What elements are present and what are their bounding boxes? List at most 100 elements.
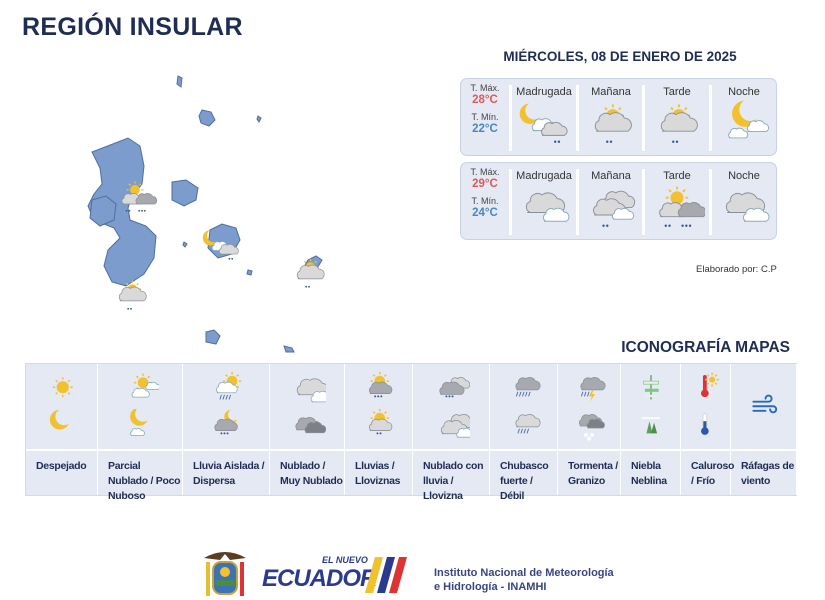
island-isabela — [87, 137, 157, 287]
divider — [642, 85, 645, 151]
logo-small-text: EL NUEVO — [322, 555, 368, 565]
map-weather-icon — [121, 181, 158, 212]
period-label: Noche — [728, 86, 760, 98]
legend-item: Chubasco fuerte / Débil — [490, 364, 558, 502]
sun-cloud-drizzle-icon — [368, 408, 392, 435]
period-cell: Mañana — [579, 163, 643, 239]
period-label: Mañana — [591, 170, 631, 182]
institute-name: Instituto Nacional de Meteorología e Hid… — [434, 566, 614, 594]
island-floreana — [205, 329, 221, 345]
legend-label: Chubasco fuerte / Débil — [500, 460, 549, 502]
island-pinta — [256, 115, 262, 123]
period-cell: Mañana — [579, 79, 643, 155]
min-label: T. Mín. — [471, 196, 499, 206]
legend-item: Tormenta / Granizo — [558, 364, 621, 495]
partly-cloudy-drizzle-icon — [660, 104, 698, 143]
light-shower-icon — [514, 413, 541, 434]
period-cell: Madrugada — [512, 79, 576, 155]
legend-item: Parcial Nublado / Poco Nuboso — [98, 364, 183, 502]
divider — [709, 85, 712, 151]
forecast-date: MIÉRCOLES, 08 DE ENERO DE 2025 — [503, 49, 737, 64]
map-weather-icon — [118, 280, 147, 310]
divider — [509, 85, 512, 151]
moon-cloud-icon — [130, 408, 148, 436]
logo-text: ECUADOR — [262, 565, 377, 592]
island-fernandina — [89, 195, 117, 227]
legend-label: Tormenta / Granizo — [568, 460, 618, 487]
island-santa-fe — [246, 269, 253, 276]
cloudy-rain-icon — [439, 377, 470, 398]
fog-icon — [642, 375, 659, 400]
period-label: Tarde — [663, 86, 691, 98]
moon-partly-cloudy-drizzle-icon — [519, 103, 568, 143]
moon-partly-cloudy-icon — [728, 100, 769, 139]
partly-cloudy-drizzle-icon — [594, 104, 632, 143]
thunderstorm-icon — [580, 377, 606, 402]
max-label: T. Máx. — [470, 83, 500, 93]
heavy-shower-icon — [514, 377, 541, 397]
sun-dark-cloud-rain-icon — [368, 372, 392, 398]
legend-item: Caluroso / Frío — [681, 364, 735, 495]
forecast-panel-1: T. Máx. 29°C T. Mín. 24°C Madrugada Maña… — [460, 162, 777, 240]
min-label: T. Mín. — [471, 112, 499, 122]
map-weather-icon — [296, 258, 325, 288]
legend-item: Ráfagas de viento — [731, 364, 797, 495]
legend-item: Lluvias / Lloviznas — [345, 364, 413, 495]
legend-label: Caluroso / Frío — [691, 460, 735, 487]
legend-label: Parcial Nublado / Poco Nuboso — [108, 460, 181, 502]
cloudy-icon — [296, 378, 326, 403]
moon-cloud-rain-icon — [214, 409, 238, 435]
temperature-block: T. Máx. 28°C T. Mín. 22°C — [461, 83, 509, 135]
period-cell: Madrugada — [512, 163, 576, 239]
cloudy-drizzle-icon — [440, 413, 470, 438]
hail-icon — [578, 413, 605, 441]
divider — [576, 85, 579, 151]
period-cell: Noche — [712, 163, 776, 239]
divider — [509, 169, 512, 235]
period-label: Tarde — [663, 170, 691, 182]
island-pinzon — [182, 241, 188, 248]
island-espanola — [283, 345, 295, 353]
moon-icon — [49, 409, 69, 430]
period-label: Madrugada — [516, 86, 572, 98]
island-genovesa — [176, 75, 183, 88]
hot-thermometer-icon — [700, 373, 719, 398]
legend-label: Lluvias / Lloviznas — [355, 460, 401, 487]
temperature-block: T. Máx. 29°C T. Mín. 24°C — [461, 167, 509, 219]
cloudy-drizzle-icon — [593, 190, 636, 227]
forecast-panel-0: T. Máx. 28°C T. Mín. 22°C Madrugada Maña… — [460, 78, 777, 156]
el-nuevo-ecuador-logo: EL NUEVO ECUADOR — [262, 553, 407, 598]
institute-line-1: Instituto Nacional de Meteorología — [434, 567, 614, 579]
map-weather-icon — [202, 230, 239, 260]
sun-cloud-rain-icon — [216, 372, 242, 400]
period-cell: Tarde — [645, 79, 709, 155]
galapagos-map — [87, 75, 325, 353]
legend-label: Ráfagas de viento — [741, 460, 795, 487]
mist-icon — [641, 417, 660, 434]
period-label: Madrugada — [516, 170, 572, 182]
divider — [709, 169, 712, 235]
legend-item: Despejado — [26, 364, 98, 495]
island-santiago — [171, 179, 199, 207]
period-label: Noche — [728, 170, 760, 182]
max-temp: 28°C — [472, 94, 498, 106]
ecuador-coat-of-arms-logo — [204, 552, 246, 596]
min-temp: 22°C — [472, 123, 498, 135]
sun-icon — [52, 377, 73, 398]
page-title: REGIÓN INSULAR — [22, 13, 243, 41]
legend-label: Nublado / Muy Nublado — [280, 460, 343, 487]
legend-item: Lluvia Aislada / Dispersa — [183, 364, 270, 495]
legend-item: Nublado / Muy Nublado — [270, 364, 345, 495]
period-cell: Tarde — [645, 163, 709, 239]
island-marchena — [198, 109, 216, 127]
sun-cloud-icon — [131, 373, 159, 398]
period-label: Mañana — [591, 86, 631, 98]
cloudy-icon — [725, 192, 770, 222]
institute-line-2: e Hidrología - INAMHI — [434, 581, 547, 593]
wind-icon — [751, 394, 777, 413]
legend-label: Niebla Neblina — [631, 460, 667, 487]
icon-legend-table: Despejado Parcial Nublado / Poco Nuboso Ll… — [25, 363, 797, 502]
max-label: T. Máx. — [470, 167, 500, 177]
min-temp: 24°C — [472, 207, 498, 219]
very-cloudy-icon — [295, 416, 326, 433]
